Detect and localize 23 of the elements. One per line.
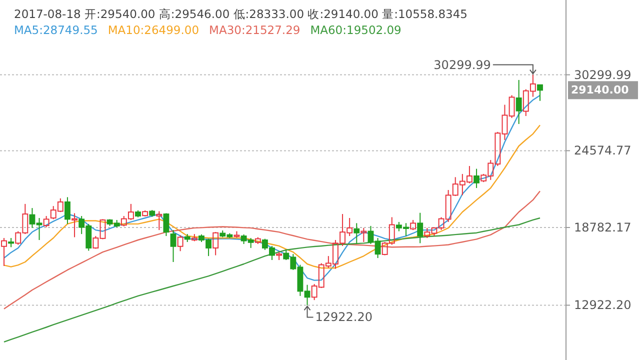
- y-tick-label: 24574.77: [574, 144, 632, 158]
- candlestick: [184, 234, 190, 242]
- text: 2017-08-18 开:29540.00 高:29546.00 低:28333.00 收:29140.00 量:10558.8345: [14, 7, 468, 21]
- candlestick: [156, 210, 162, 231]
- annotation: 30299.99: [434, 58, 491, 72]
- text: MA30:21527.29: [209, 23, 300, 37]
- candlestick: [516, 79, 522, 124]
- text: MA60:19502.09: [310, 23, 402, 37]
- text: MA10:26499.00: [108, 23, 200, 37]
- line-series: [3, 124, 541, 269]
- candlestick: [72, 212, 78, 238]
- candlestick: [64, 196, 70, 224]
- y-tick-label: 30299.99: [574, 68, 632, 82]
- y-tick-label: 12922.20: [574, 298, 632, 312]
- y-tick-label: 18782.17: [574, 220, 632, 235]
- line-series: [3, 217, 541, 343]
- candlestick: [354, 222, 360, 244]
- candlestick: [1, 238, 7, 266]
- candlestick: [417, 212, 424, 244]
- text: 29140.00: [571, 84, 630, 97]
- annotation: 12922.20: [315, 310, 373, 324]
- text: MA5:28749.55: [14, 23, 98, 37]
- line-series: [3, 190, 541, 310]
